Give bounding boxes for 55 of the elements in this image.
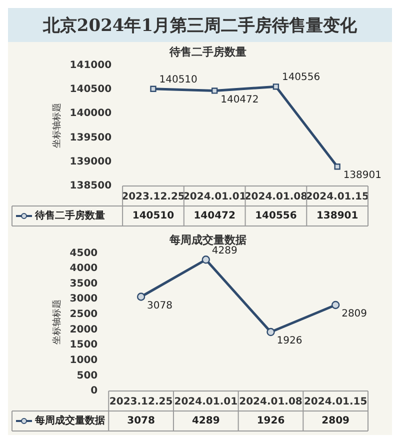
annotation: 140510 (159, 74, 198, 86)
point (136, 292, 146, 301)
annotation: 140556 (282, 72, 320, 84)
annotation: 2809 (342, 308, 368, 320)
y-tick-label: 4500 (70, 248, 98, 259)
legend-label: 每周成交量数据 (34, 414, 105, 427)
data-label: 140556 (255, 210, 297, 222)
data-label: 140472 (194, 210, 236, 222)
y-tick-label: 3000 (70, 294, 98, 305)
data-label: 2809 (322, 416, 350, 427)
point (150, 86, 156, 92)
y-tick-label: 3500 (70, 278, 98, 290)
x-tick-label: 2024.01.01 (182, 192, 246, 203)
point (272, 84, 280, 90)
annotation: 140472 (220, 94, 259, 106)
y-tick-label: 139000 (70, 156, 112, 168)
y-tick-label: 1000 (70, 354, 98, 366)
x-tick-label: 2023.12.25 (109, 396, 173, 408)
y-tick-label: 0 (90, 386, 98, 397)
y-axis-title: 坐标轴标题 (52, 103, 63, 148)
x-tick-label: 2024.01.08 (244, 192, 308, 203)
legend-label: 待售二手房数量 (34, 210, 105, 222)
chart-title: 北京2024年1月第三周二手房待售量变化 (8, 8, 392, 42)
y-tick-label: 500 (76, 370, 98, 382)
annotation: 138901 (343, 170, 382, 182)
y-tick-label: 140000 (70, 108, 112, 120)
y-tick-label: 2500 (70, 309, 98, 320)
point (202, 256, 210, 264)
chart-title: 每周成交量数据 (168, 233, 246, 246)
x-tick-label: 2024.01.08 (239, 396, 302, 408)
x-tick-label: 2024.01.15 (304, 396, 368, 408)
y-tick-label: 141000 (70, 60, 112, 71)
annotation: 4289 (212, 245, 238, 256)
point (331, 300, 340, 310)
data-label: 138901 (316, 210, 358, 222)
data-label: 3078 (127, 416, 156, 427)
point (212, 88, 218, 94)
y-tick-label: 140500 (70, 84, 112, 95)
annotation: 1926 (276, 336, 302, 347)
annotation: 3078 (147, 300, 173, 312)
chart-subtitle: 待售二手房数量 (168, 45, 246, 58)
x-tick-label: 2024.01.01 (174, 396, 238, 408)
y-tick-label: 2000 (70, 324, 98, 336)
y-tick-label: 138500 (70, 180, 112, 192)
y-tick-label: 4000 (70, 263, 98, 274)
x-tick-label: 2023.12.25 (122, 192, 185, 203)
y-tick-label: 139500 (70, 132, 112, 144)
data-label: 4289 (192, 416, 220, 427)
point (266, 328, 275, 336)
data-label: 1926 (256, 416, 285, 427)
y-axis-title: 坐标轴标题 (52, 300, 63, 345)
x-tick-label: 2024.01.15 (306, 192, 369, 203)
data-label: 140510 (132, 210, 174, 222)
point (334, 164, 340, 170)
y-tick-label: 1500 (70, 340, 98, 351)
